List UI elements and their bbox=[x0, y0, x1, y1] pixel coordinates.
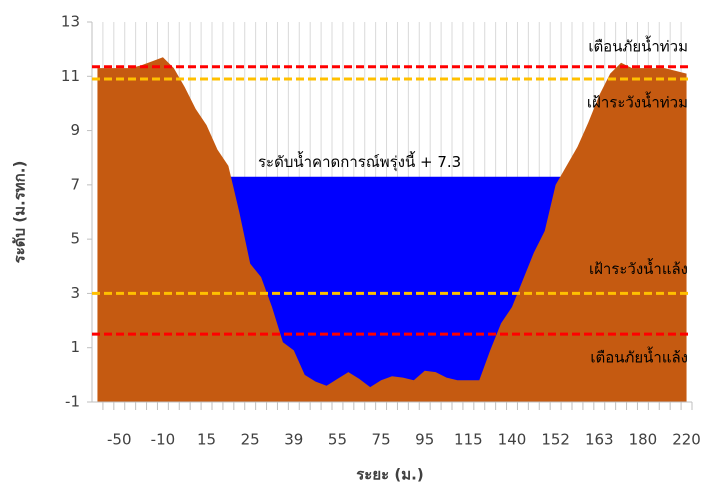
y-tick-label: 7 bbox=[70, 175, 80, 193]
x-tick-label: 115 bbox=[454, 431, 483, 449]
threshold-label: เฝ้าระวังน้ำแล้ง bbox=[589, 258, 688, 278]
y-tick-label: -1 bbox=[65, 393, 80, 411]
x-tick-label: 55 bbox=[328, 431, 347, 449]
y-tick-label: 1 bbox=[70, 338, 80, 356]
x-tick-label: 180 bbox=[629, 431, 658, 449]
x-tick-label: 25 bbox=[241, 431, 260, 449]
x-tick-label: 152 bbox=[541, 431, 570, 449]
x-axis-title: ระยะ (ม.) bbox=[356, 466, 423, 484]
area bbox=[228, 176, 567, 402]
y-tick-label: 11 bbox=[61, 67, 80, 85]
y-axis-title: ระดับ (ม.รทก.) bbox=[11, 161, 29, 264]
x-tick-label: 220 bbox=[672, 431, 701, 449]
threshold-label: เฝ้าระวังน้ำท่วม bbox=[587, 92, 688, 112]
x-tick-label: 140 bbox=[498, 431, 527, 449]
x-tick-label: -50 bbox=[107, 431, 132, 449]
y-tick-label: 3 bbox=[70, 284, 80, 302]
x-tick-label: 95 bbox=[415, 431, 434, 449]
threshold-label: เตือนภัยน้ำแล้ง bbox=[590, 347, 688, 367]
area bbox=[97, 57, 687, 403]
x-tick-label: 75 bbox=[372, 431, 391, 449]
x-tick-label: 15 bbox=[197, 431, 216, 449]
annotation: ระดับน้ำคาดการณ์พรุ่งนี้ + 7.3 bbox=[258, 151, 461, 172]
y-tick-label: 13 bbox=[61, 13, 80, 31]
threshold-label: เตือนภัยน้ำท่วม bbox=[588, 35, 688, 55]
y-tick-label: 5 bbox=[70, 230, 80, 248]
x-tick-label: 39 bbox=[284, 431, 303, 449]
y-tick-label: 9 bbox=[70, 121, 80, 139]
x-tick-label: 163 bbox=[585, 431, 614, 449]
x-tick-label: -10 bbox=[151, 431, 176, 449]
